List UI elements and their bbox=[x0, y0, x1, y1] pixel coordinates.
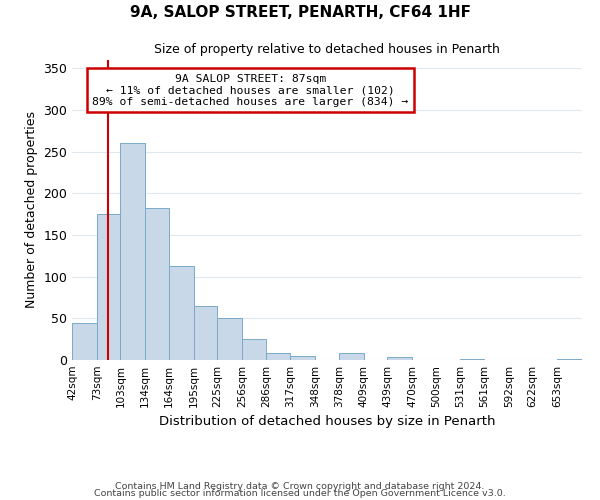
Bar bbox=[557, 359, 582, 360]
Bar bbox=[194, 306, 217, 360]
Bar bbox=[217, 318, 242, 360]
Bar bbox=[121, 144, 145, 360]
Bar bbox=[72, 322, 97, 360]
Title: Size of property relative to detached houses in Penarth: Size of property relative to detached ho… bbox=[154, 43, 500, 56]
Text: 9A SALOP STREET: 87sqm
← 11% of detached houses are smaller (102)
89% of semi-de: 9A SALOP STREET: 87sqm ← 11% of detached… bbox=[92, 74, 409, 106]
Bar bbox=[145, 208, 169, 360]
Bar bbox=[388, 356, 412, 360]
Bar bbox=[290, 356, 315, 360]
Y-axis label: Number of detached properties: Number of detached properties bbox=[25, 112, 38, 308]
Bar bbox=[169, 266, 194, 360]
Text: 9A, SALOP STREET, PENARTH, CF64 1HF: 9A, SALOP STREET, PENARTH, CF64 1HF bbox=[130, 5, 470, 20]
Bar bbox=[266, 354, 290, 360]
Bar bbox=[460, 359, 484, 360]
Bar bbox=[242, 339, 266, 360]
Text: Contains HM Land Registry data © Crown copyright and database right 2024.: Contains HM Land Registry data © Crown c… bbox=[115, 482, 485, 491]
Text: Contains public sector information licensed under the Open Government Licence v3: Contains public sector information licen… bbox=[94, 490, 506, 498]
Bar bbox=[339, 352, 364, 360]
Bar bbox=[97, 214, 121, 360]
X-axis label: Distribution of detached houses by size in Penarth: Distribution of detached houses by size … bbox=[159, 416, 495, 428]
